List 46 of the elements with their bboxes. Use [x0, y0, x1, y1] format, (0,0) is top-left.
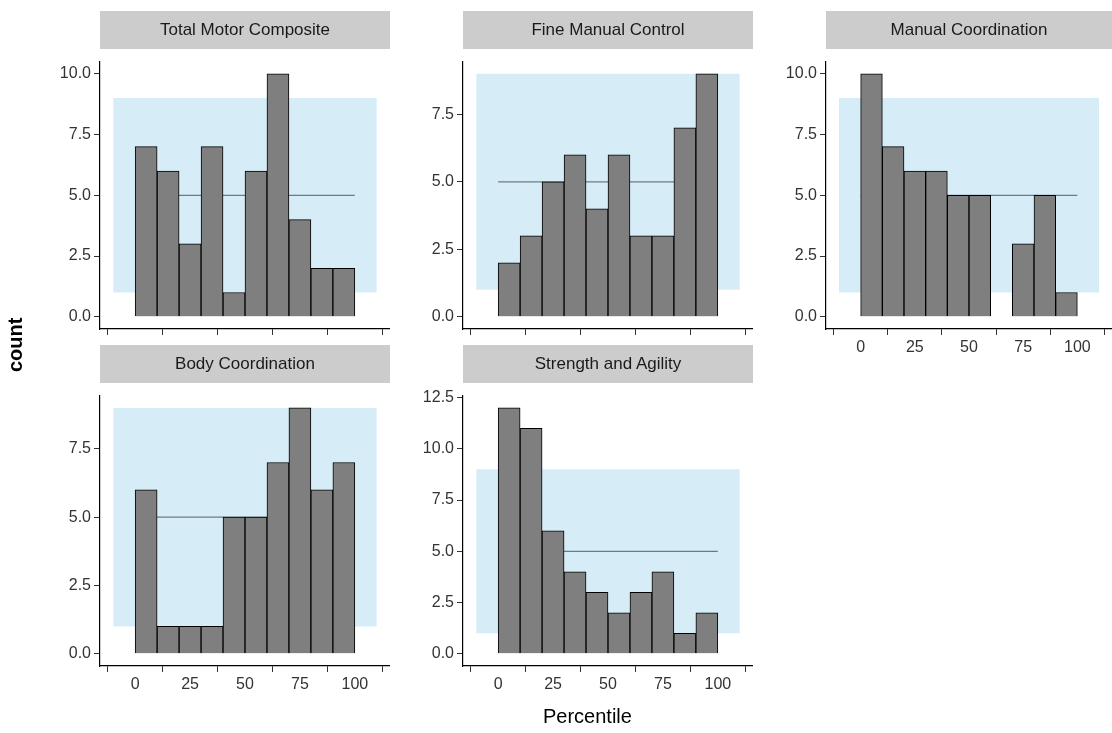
x-tick-label: 0 — [856, 338, 866, 356]
y-tick-label: 7.5 — [68, 439, 92, 457]
x-axis-title: Percentile — [543, 705, 632, 728]
y-tick-label: 12.5 — [422, 388, 455, 406]
y-tick-label: 2.5 — [431, 239, 455, 257]
y-tick-label: 2.5 — [431, 592, 455, 610]
y-tick-label: 5.0 — [68, 507, 92, 525]
y-tick-label: 5.0 — [68, 185, 92, 203]
y-tick-label: 7.5 — [68, 124, 92, 142]
y-tick-label: 7.5 — [431, 104, 455, 122]
y-tick-label: 5.0 — [431, 172, 455, 190]
x-tick-label: 25 — [905, 338, 924, 356]
x-tick-label: 50 — [960, 338, 978, 356]
x-tick-label: 100 — [704, 675, 732, 693]
y-tick-label: 2.5 — [68, 575, 92, 593]
y-tick-label: 10.0 — [422, 439, 455, 457]
y-tick-label: 5.0 — [794, 185, 818, 203]
chart-title: Strength and Agility — [463, 345, 753, 383]
x-tick-label: 75 — [654, 675, 672, 693]
x-tick-label: 75 — [291, 675, 309, 693]
x-tick-label: 100 — [341, 675, 369, 693]
x-tick-label: 0 — [493, 675, 503, 693]
chart-title: Total Motor Composite — [100, 11, 390, 49]
x-tick-label: 50 — [599, 675, 617, 693]
x-tick-label: 50 — [236, 675, 254, 693]
y-tick-label: 2.5 — [68, 246, 92, 264]
y-axis-title: count — [4, 317, 27, 372]
chart-title: Manual Coordination — [826, 11, 1112, 49]
y-tick-label: 0.0 — [431, 644, 455, 662]
y-tick-label: 0.0 — [794, 307, 818, 325]
y-tick-label: 7.5 — [431, 490, 455, 508]
y-tick-label: 0.0 — [68, 644, 92, 662]
x-tick-label: 0 — [130, 675, 140, 693]
y-tick-label: 10.0 — [59, 64, 92, 82]
y-tick-label: 2.5 — [794, 246, 818, 264]
x-tick-label: 100 — [1063, 338, 1091, 356]
y-tick-label: 0.0 — [68, 307, 92, 325]
y-tick-label: 10.0 — [785, 64, 818, 82]
y-tick-label: 7.5 — [794, 124, 818, 142]
chart-title: Body Coordination — [100, 345, 390, 383]
y-tick-label: 0.0 — [431, 307, 455, 325]
y-tick-label: 5.0 — [431, 541, 455, 559]
x-tick-label: 25 — [181, 675, 200, 693]
x-tick-label: 75 — [1014, 338, 1033, 356]
chart-title: Fine Manual Control — [463, 11, 753, 49]
x-tick-label: 25 — [544, 675, 563, 693]
